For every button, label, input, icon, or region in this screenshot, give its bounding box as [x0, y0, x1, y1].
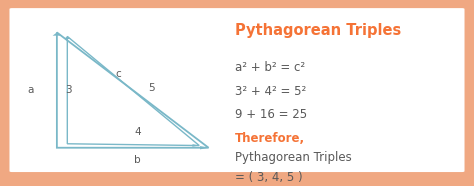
Text: 9 + 16 = 25: 9 + 16 = 25 — [235, 108, 307, 121]
FancyBboxPatch shape — [9, 8, 465, 172]
Text: 4: 4 — [134, 126, 141, 137]
Text: a: a — [27, 85, 34, 95]
Polygon shape — [192, 144, 199, 147]
Polygon shape — [53, 32, 61, 36]
Text: 5: 5 — [148, 83, 155, 93]
Text: Pythagorean Triples: Pythagorean Triples — [235, 23, 401, 39]
Text: 3: 3 — [65, 85, 72, 95]
Text: = ( 3, 4, 5 ): = ( 3, 4, 5 ) — [235, 171, 302, 184]
Polygon shape — [64, 36, 71, 39]
Text: Pythagorean Triples: Pythagorean Triples — [235, 151, 351, 164]
Text: a² + b² = c²: a² + b² = c² — [235, 61, 305, 74]
Polygon shape — [200, 146, 209, 149]
Text: Therefore,: Therefore, — [235, 132, 305, 145]
Text: 3² + 4² = 5²: 3² + 4² = 5² — [235, 85, 306, 98]
Text: c: c — [116, 69, 121, 79]
Text: b: b — [134, 155, 141, 165]
